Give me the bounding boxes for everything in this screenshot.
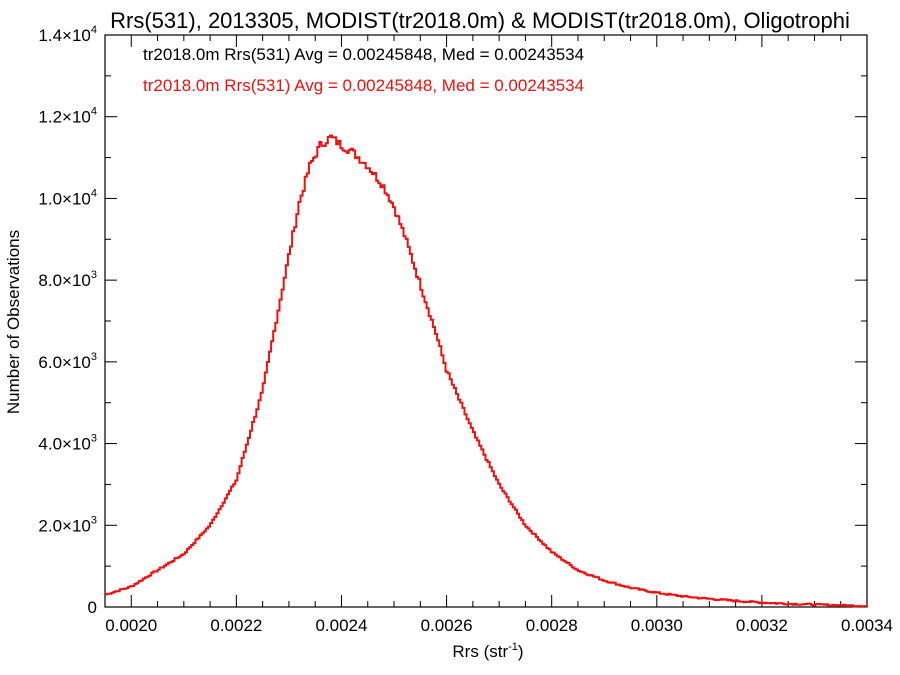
x-tick-label: 0.0022 (210, 616, 262, 635)
y-tick-label: 1.0×104 (38, 187, 97, 208)
y-tick-label: 1.2×104 (38, 106, 97, 127)
x-tick-label: 0.0032 (736, 616, 788, 635)
y-tick-label: 0 (88, 598, 97, 617)
plot-area-border (104, 34, 868, 608)
series-layer (105, 134, 867, 608)
y-tick-label: 4.0×103 (38, 433, 97, 454)
legend-entry-red: tr2018.0m Rrs(531) Avg = 0.00245848, Med… (143, 76, 584, 95)
plot-frame (104, 34, 868, 608)
y-tick-label: 6.0×103 (38, 351, 97, 372)
histogram-series-0 (105, 134, 867, 608)
chart-title: Rrs(531), 2013305, MODIST(tr2018.0m) & M… (110, 8, 850, 33)
x-tick-label: 0.0034 (841, 616, 893, 635)
y-axis-ticks: 0 2.0×103 4.0×103 6.0×103 8.0×103 1.0×104 1.2×… (38, 24, 867, 617)
x-tick-label: 0.0030 (631, 616, 683, 635)
y-tick-label: 2.0×103 (38, 514, 97, 535)
y-tick-label: 1.4×104 (38, 24, 97, 45)
legend-entry-black: tr2018.0m Rrs(531) Avg = 0.00245848, Med… (143, 45, 584, 64)
y-axis-label: Number of Observations (4, 230, 23, 414)
y-tick-label: 8.0×103 (38, 269, 97, 290)
x-tick-label: 0.0020 (105, 616, 157, 635)
x-axis-ticks: 0.0020 0.0022 0.0024 0.0026 0.0028 0.0030 0.00… (104, 35, 893, 635)
x-tick-label: 0.0024 (315, 616, 367, 635)
x-tick-label: 0.0026 (421, 616, 473, 635)
x-tick-label: 0.0028 (526, 616, 578, 635)
x-axis-label: Rrs (str-1) (452, 641, 523, 661)
